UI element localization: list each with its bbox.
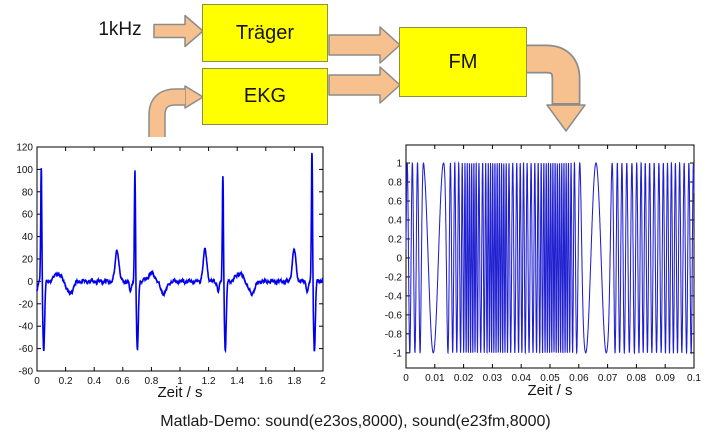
block-ekg-label: EKG <box>243 85 287 107</box>
x-tick-label: 0.03 <box>483 373 503 384</box>
y-tick-label: -1 <box>393 348 402 359</box>
y-tick-label: 0.2 <box>388 234 402 245</box>
x-tick-label: 0.04 <box>511 373 531 384</box>
block-diagram <box>148 14 586 137</box>
y-tick-label: 0 <box>396 253 402 264</box>
y-tick-label: -40 <box>19 322 34 333</box>
block-fm-label: FM <box>448 50 478 73</box>
x-tick-label: 0 <box>403 373 409 384</box>
y-tick-label: 20 <box>22 255 34 266</box>
signal-trace <box>36 152 324 354</box>
x-tick-label: 1.2 <box>202 376 216 387</box>
x-tick-label: 0.08 <box>627 373 647 384</box>
x-tick-label: 0.06 <box>569 373 589 384</box>
arrow-ekg-input-body <box>149 89 185 137</box>
ekg-plot-xlabel: Zeit / s <box>157 384 203 401</box>
arrow-ekg-to-fm <box>328 66 401 104</box>
x-tick-label: 0.01 <box>425 373 445 384</box>
y-tick-label: -0.6 <box>385 310 403 321</box>
fm-plot: 0 0.01 0.02 0.03 0.04 0.05 0.06 0.07 0.08 0.09 0.1… <box>385 144 701 384</box>
y-tick-label: -0.8 <box>385 329 403 340</box>
y-tick-label: 40 <box>22 232 34 243</box>
block-traeger: Träger <box>202 4 328 62</box>
x-tick-label: 0 <box>34 376 40 387</box>
y-tick-label: 80 <box>22 187 34 198</box>
x-tick-label: 1 <box>177 376 183 387</box>
y-tick-label: 100 <box>16 165 33 176</box>
x-tick-label: 0.4 <box>87 376 101 387</box>
x-tick-label: 1.8 <box>287 376 301 387</box>
y-tick-label: -20 <box>19 299 34 310</box>
x-tick-label: 0.6 <box>116 376 130 387</box>
x-tick-label: 2 <box>320 376 326 387</box>
x-tick-label: 0.2 <box>59 376 73 387</box>
y-tick-label: 1 <box>396 159 402 170</box>
x-tick-label: 1.4 <box>230 376 244 387</box>
x-tick-label: 0.09 <box>655 373 675 384</box>
x-tick-label: 0.05 <box>540 373 560 384</box>
x-tick-label: 1.6 <box>259 376 273 387</box>
arrow-traeger-to-fm <box>328 26 401 64</box>
block-fm: FM <box>399 27 527 97</box>
x-tick-label: 0.07 <box>598 373 618 384</box>
input-frequency-label: 1kHz <box>98 19 142 40</box>
y-tick-label: -60 <box>19 344 34 355</box>
y-tick-label: 0.8 <box>388 178 402 189</box>
y-tick-label: 0 <box>27 277 33 288</box>
arrow-fm-output-body <box>527 46 579 103</box>
y-tick-label: -0.4 <box>385 291 403 302</box>
x-tick-label: 0.1 <box>687 373 701 384</box>
x-tick-label: 0.02 <box>454 373 474 384</box>
y-tick-label: 0.4 <box>388 215 402 226</box>
block-ekg: EKG <box>202 68 328 125</box>
y-tick-label: -0.2 <box>385 272 403 283</box>
y-tick-label: 60 <box>22 210 34 221</box>
block-traeger-label: Träger <box>235 21 295 44</box>
y-tick-label: 0.6 <box>388 196 402 207</box>
arrow-input-1khz <box>153 14 204 48</box>
ekg-plot: 0 0.2 0.4 0.6 0.8 1 1.2 1.4 1.6 1.8 2 -80 -60 -40 -20 0… <box>16 143 326 388</box>
y-tick-label: -80 <box>19 367 34 378</box>
matlab-demo-caption: Matlab-Demo: sound(e23os,8000), sound(e2… <box>160 413 551 430</box>
arrow-fm-output-head <box>546 104 586 132</box>
x-tick-label: 0.8 <box>144 376 158 387</box>
plot-border <box>36 146 324 372</box>
fm-plot-xlabel: Zeit / s <box>527 382 573 399</box>
signal-trace <box>405 161 695 355</box>
arrow-ekg-input-head <box>184 85 204 109</box>
y-tick-label: 120 <box>16 143 33 154</box>
